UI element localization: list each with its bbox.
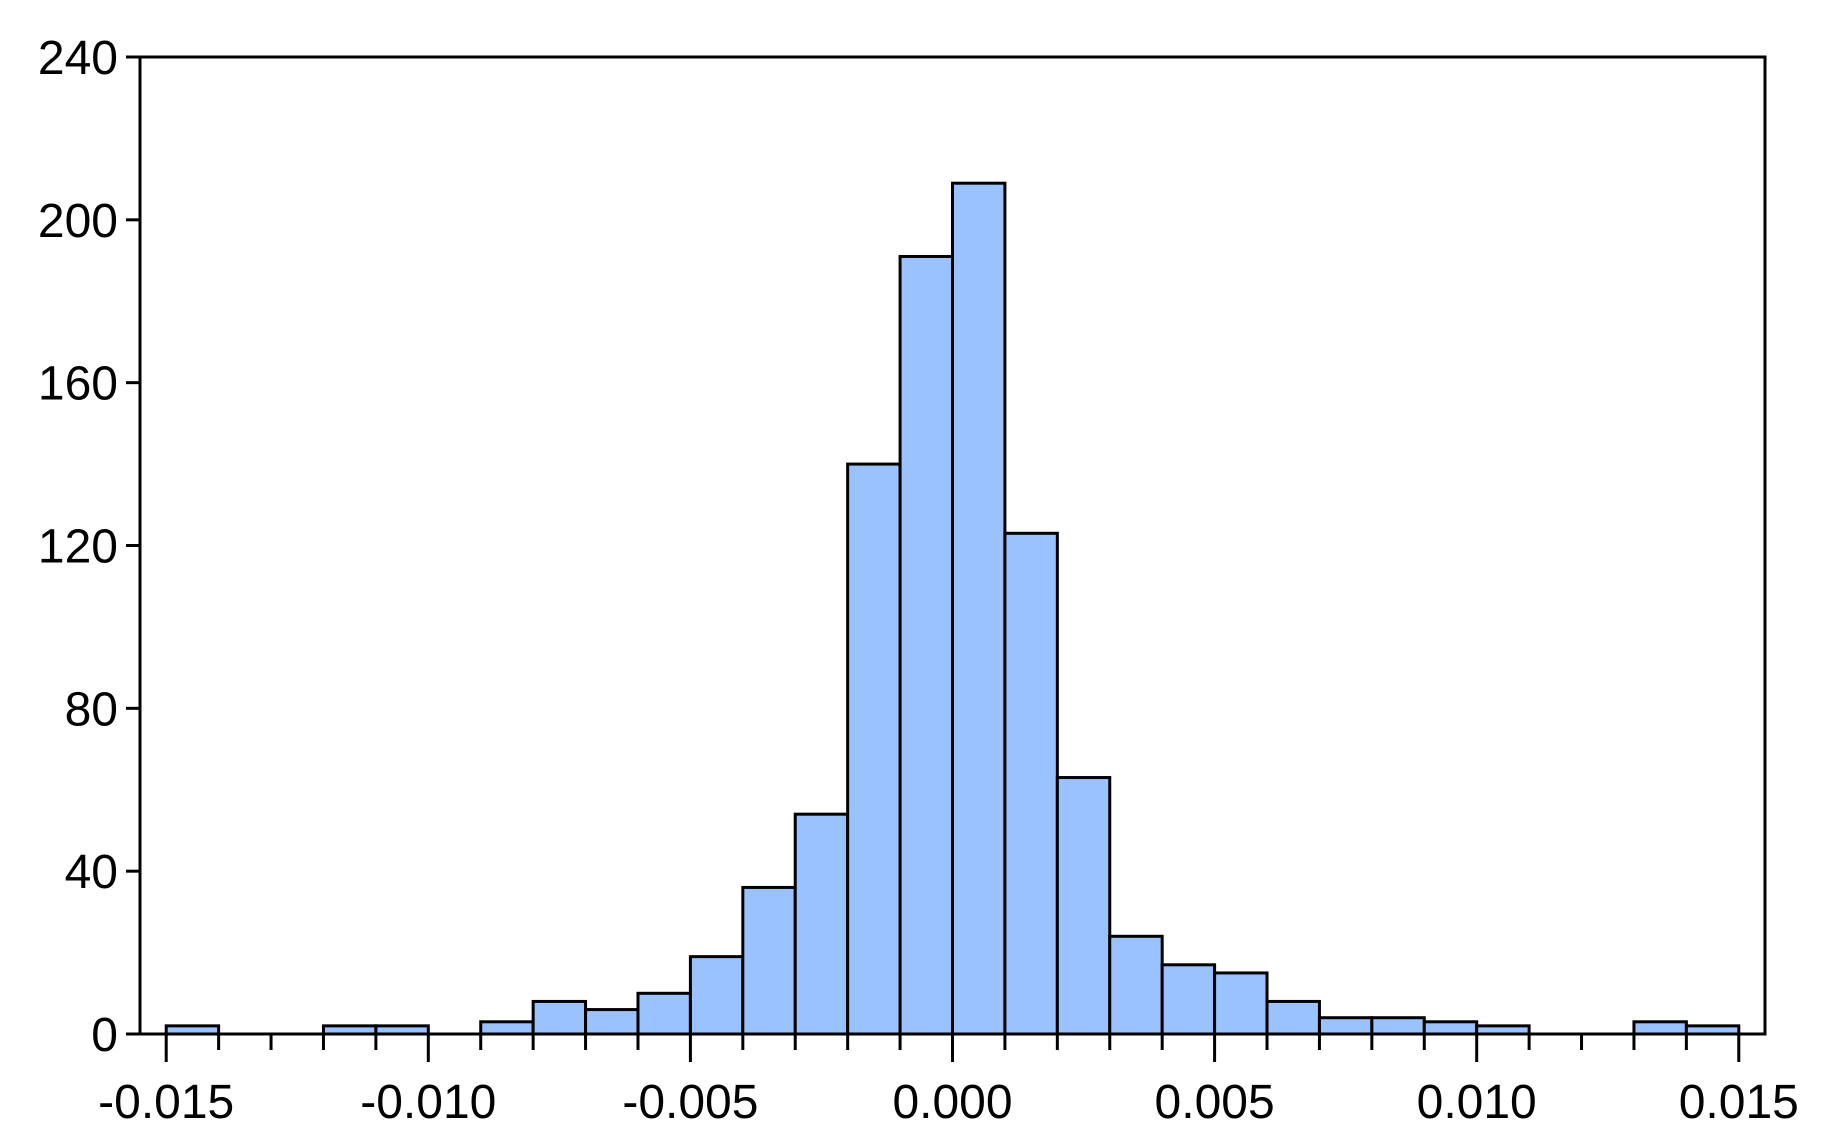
x-tick-label: 0.010 [1417, 1076, 1537, 1129]
y-tick-label: 120 [38, 521, 118, 574]
bars-group [164, 181, 1741, 1036]
x-tick-label: 0.000 [892, 1076, 1012, 1129]
histogram-bar [741, 885, 797, 1036]
histogram-bar [531, 999, 588, 1036]
x-tick-label: 0.005 [1155, 1076, 1275, 1129]
histogram-bar [584, 1008, 640, 1036]
histogram-bar [1632, 1020, 1688, 1036]
histogram-bar [1317, 1016, 1374, 1036]
x-axis: -0.015 -0.010 -0.005 0.000 0.005 0.010 0.015 [98, 1034, 1799, 1129]
histogram-bar [1108, 934, 1164, 1036]
histogram-bar [688, 955, 745, 1036]
x-tick-label: 0.015 [1679, 1076, 1799, 1129]
histogram-bar [846, 462, 902, 1036]
y-tick-label: 40 [65, 846, 118, 899]
histogram-bar [1370, 1016, 1426, 1036]
y-tick-label: 80 [65, 683, 118, 736]
x-tick-label: -0.015 [98, 1076, 234, 1129]
histogram-bar [636, 991, 692, 1036]
histogram-bar [1422, 1020, 1479, 1036]
histogram-bar [793, 812, 850, 1036]
histogram-bar [898, 254, 954, 1036]
histogram-bar [1213, 971, 1269, 1036]
histogram-bar [479, 1020, 535, 1036]
histogram-bar [951, 181, 1007, 1036]
y-tick-label: 0 [91, 1009, 118, 1062]
y-tick-label: 200 [38, 195, 118, 248]
x-tick-label: -0.005 [622, 1076, 758, 1129]
x-tick-label: -0.010 [360, 1076, 496, 1129]
y-tick-label: 160 [38, 358, 118, 411]
histogram-bar [1055, 776, 1112, 1036]
histogram-bar [1003, 531, 1059, 1036]
y-tick-label: 240 [38, 32, 118, 85]
histogram-bar [1265, 999, 1321, 1036]
histogram-bar [1160, 963, 1217, 1036]
y-axis: 0 40 80 120 160 200 240 [38, 32, 140, 1062]
